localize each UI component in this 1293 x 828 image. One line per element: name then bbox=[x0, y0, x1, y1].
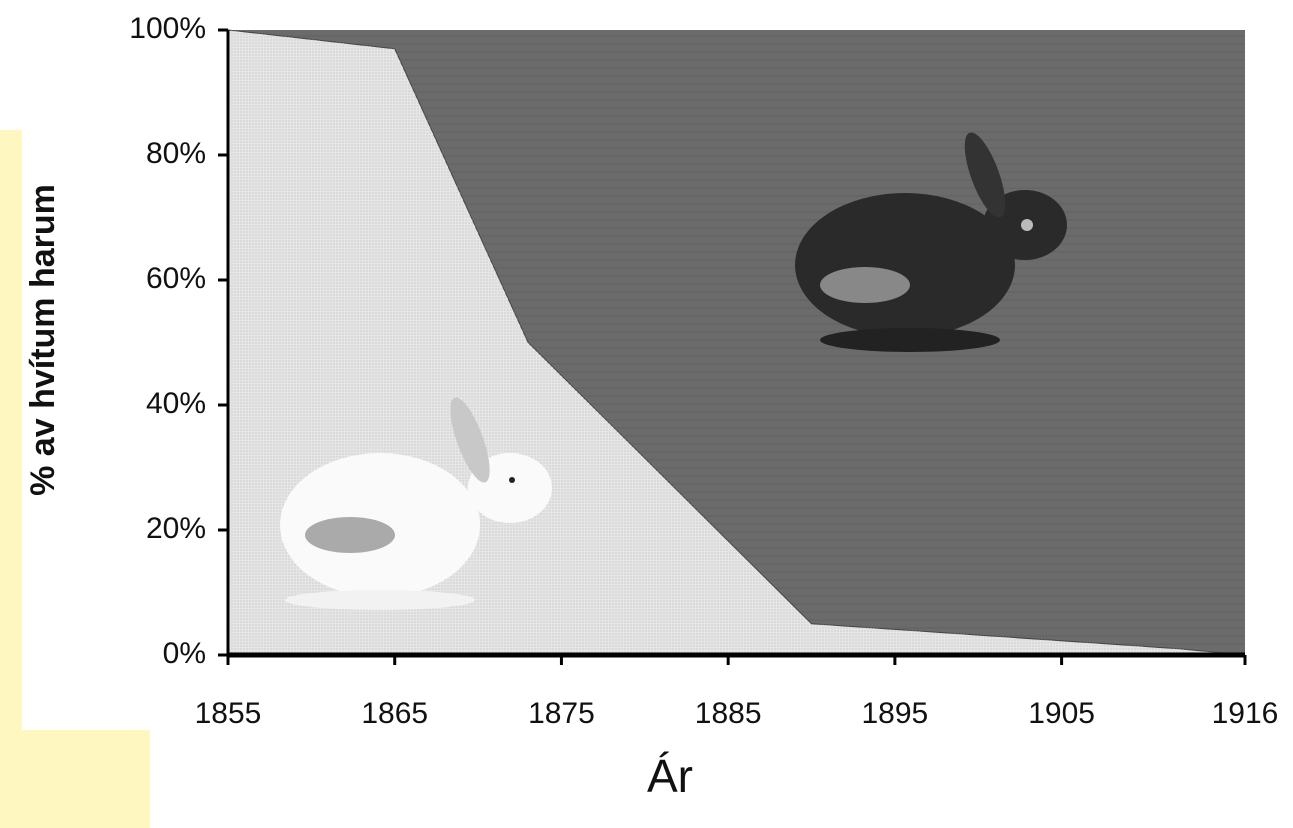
x-axis-label: Ár bbox=[647, 750, 693, 802]
x-tick-label: 1875 bbox=[528, 697, 595, 730]
highlight-box bbox=[0, 730, 150, 828]
x-tick-label: 1895 bbox=[862, 697, 929, 730]
x-tick-label: 1905 bbox=[1028, 697, 1095, 730]
y-tick-label: 40% bbox=[146, 387, 206, 420]
y-tick-label: 100% bbox=[129, 12, 206, 45]
highlight-strip bbox=[0, 130, 22, 828]
y-tick-label: 0% bbox=[163, 637, 206, 670]
x-tick-label: 1855 bbox=[195, 697, 262, 730]
y-tick-label: 80% bbox=[146, 137, 206, 170]
y-tick-label: 60% bbox=[146, 262, 206, 295]
y-axis-label: % av hvítum harum bbox=[24, 184, 62, 496]
y-tick-label: 20% bbox=[146, 512, 206, 545]
x-tick-label: 1885 bbox=[695, 697, 762, 730]
chart: % av hvítum harum Ár 0% 20% 40% 60% 80% 100% 1… bbox=[0, 0, 1293, 828]
x-tick-label: 1916 bbox=[1212, 697, 1279, 730]
page: {"chart_data": {"type": "area", "x": [18… bbox=[0, 0, 1293, 828]
x-tick-label: 1865 bbox=[361, 697, 428, 730]
